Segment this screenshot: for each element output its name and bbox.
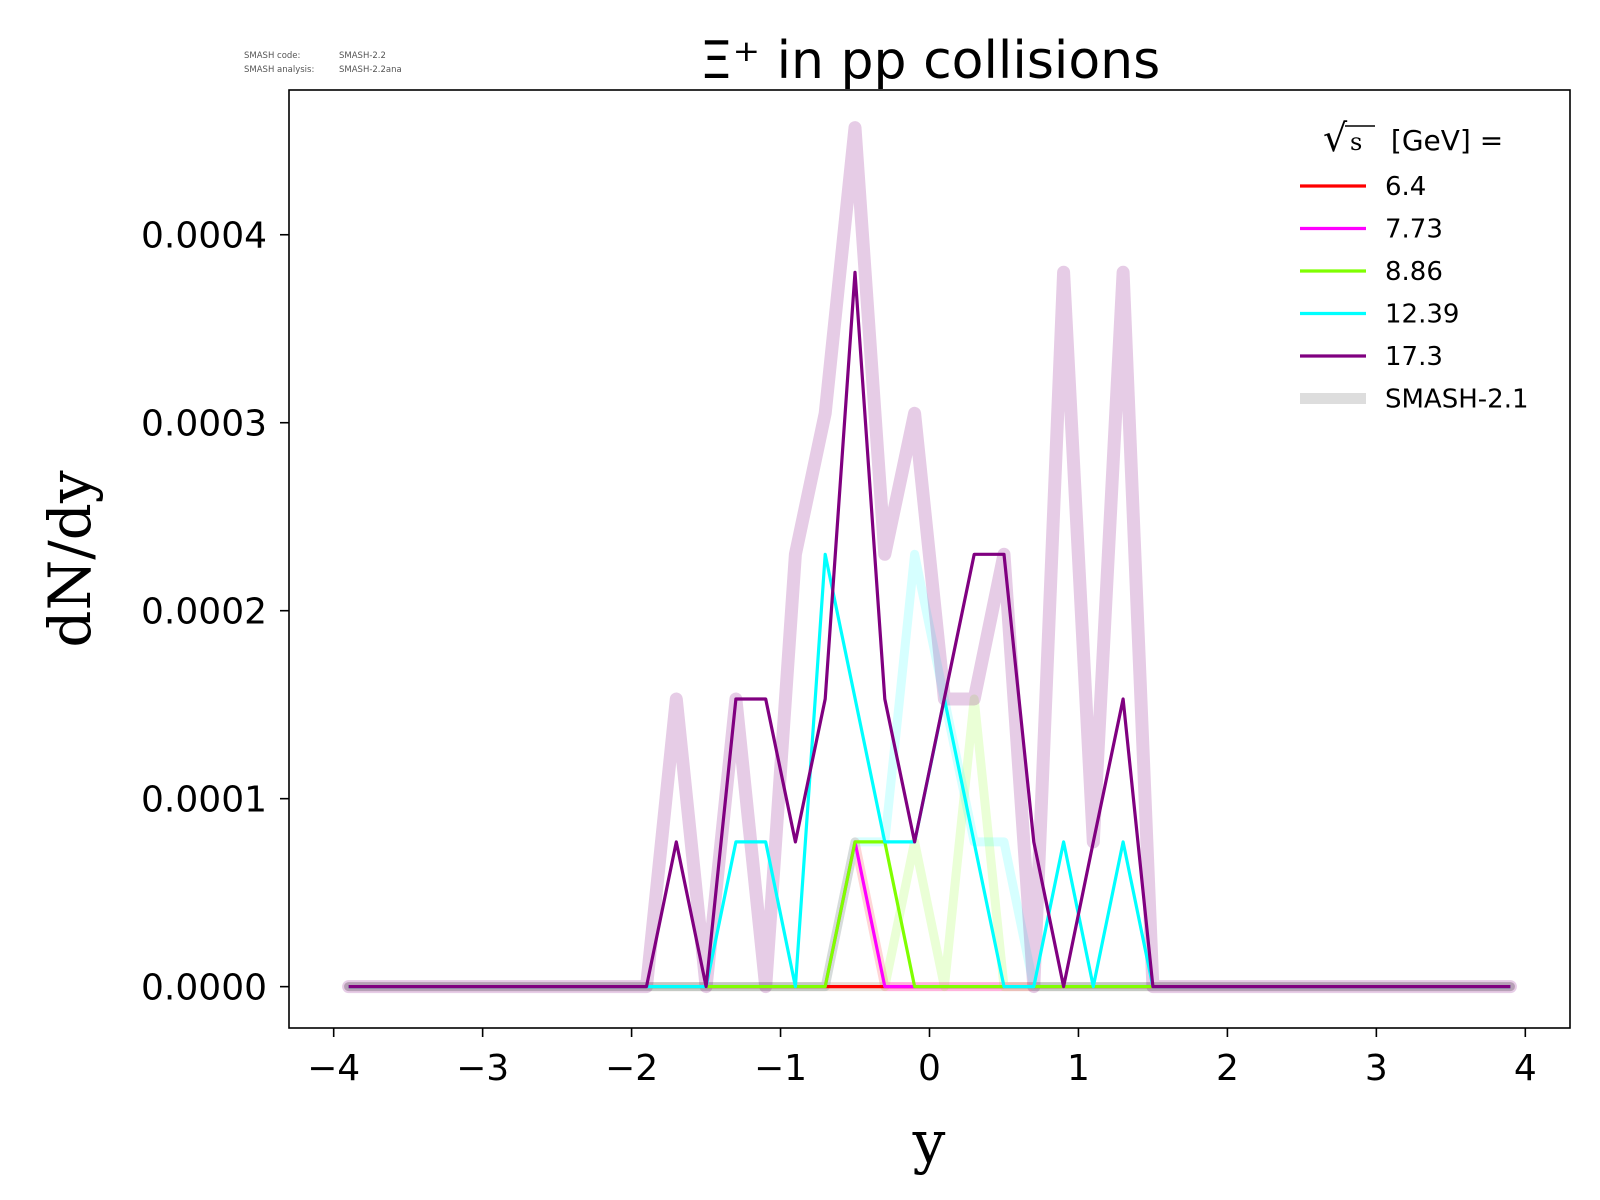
x-tick-label: 2	[1216, 1048, 1239, 1089]
x-tick-label: 0	[918, 1048, 941, 1089]
legend-label: 6.4	[1385, 172, 1426, 202]
y-tick-label: 0.0003	[141, 404, 267, 445]
x-tick-label: −2	[605, 1048, 658, 1089]
series-lines	[348, 270, 1511, 989]
smash-meta-info: SMASH code: SMASH-2.2 SMASH analysis: SM…	[244, 51, 402, 75]
y-axis-ticks: 0.0000 0.0001 0.0002 0.0003 0.0004	[141, 216, 289, 1009]
x-tick-label: 3	[1365, 1048, 1388, 1089]
legend-label: 7.73	[1385, 215, 1443, 245]
legend-s-symbol: s	[1350, 128, 1362, 156]
legend-label: SMASH-2.1	[1385, 385, 1529, 415]
y-axis-label: dN/dy	[36, 470, 104, 648]
x-axis-label: y	[912, 1108, 946, 1176]
legend: √ s [GeV] = 6.4 7.73 8.86 12.39 17.3 SMASH-2.…	[1300, 116, 1529, 415]
y-tick-label: 0.0001	[141, 780, 267, 821]
x-tick-label: −1	[754, 1048, 807, 1089]
legend-label: 17.3	[1385, 342, 1443, 372]
legend-label: 12.39	[1385, 300, 1459, 330]
meta-analysis-label: SMASH analysis:	[244, 65, 314, 75]
series-line-17-3	[348, 270, 1511, 989]
y-tick-label: 0.0000	[141, 968, 267, 1009]
chart-title: Ξ⁺ in pp collisions	[700, 31, 1160, 91]
y-tick-label: 0.0002	[141, 592, 267, 633]
legend-title-text: [GeV] =	[1382, 124, 1503, 157]
legend-sqrt-symbol: √	[1323, 116, 1348, 160]
x-tick-label: 4	[1514, 1048, 1537, 1089]
x-tick-label: −3	[456, 1048, 509, 1089]
meta-code-value: SMASH-2.2	[339, 51, 386, 61]
legend-label: 8.86	[1385, 257, 1443, 287]
x-tick-label: −4	[307, 1048, 360, 1089]
meta-code-label: SMASH code:	[244, 51, 300, 61]
meta-analysis-value: SMASH-2.2ana	[339, 65, 402, 75]
y-tick-label: 0.0004	[141, 216, 267, 257]
x-axis-ticks: −4 −3 −2 −1 0 1 2 3 4	[307, 1028, 1537, 1089]
legend-entries: 6.4 7.73 8.86 12.39 17.3 SMASH-2.1	[1300, 172, 1529, 415]
x-tick-label: 1	[1067, 1048, 1090, 1089]
